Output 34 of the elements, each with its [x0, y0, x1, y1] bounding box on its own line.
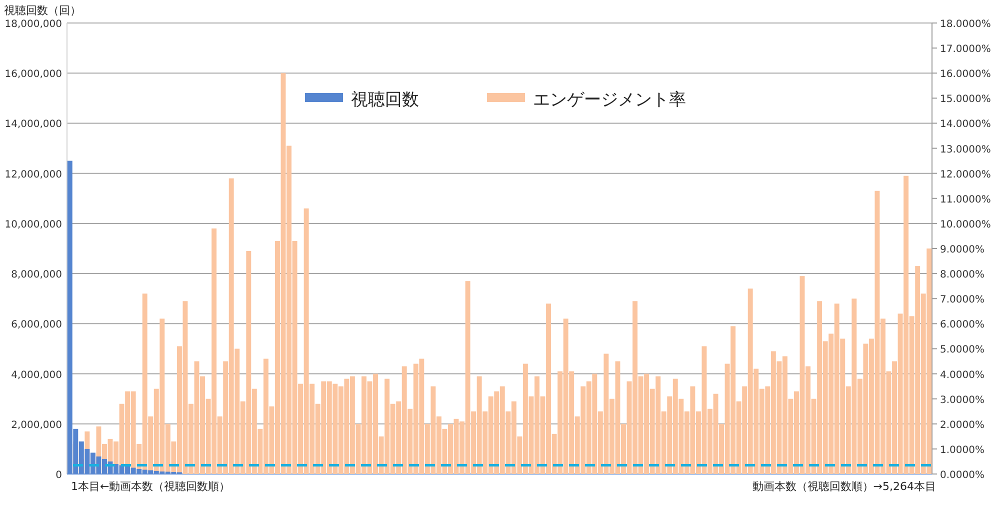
y-tick-label: 16,000,000	[4, 69, 62, 80]
y2-tick-label: 1.0000%	[940, 444, 984, 456]
y2-tick-label: 18.0000%	[940, 19, 991, 30]
y-tick-label: 2,000,000	[11, 420, 62, 431]
y-tick-label: 4,000,000	[11, 370, 62, 381]
y2-tick-label: 9.0000%	[940, 244, 984, 256]
y-tick-label: 10,000,000	[4, 219, 62, 230]
y2-tick-label: 6.0000%	[940, 320, 984, 331]
y-tick-label: 8,000,000	[11, 270, 62, 281]
text: 1本目←動画本数（視聴回数順）	[71, 480, 230, 493]
y2-tick-label: 3.0000%	[940, 394, 984, 406]
y-tick-label: 14,000,000	[4, 119, 62, 130]
y2-tick-label: 8.0000%	[940, 270, 984, 281]
text: 動画本数（視聴回数順）→5,264本目	[752, 480, 936, 493]
y-tick-label: 12,000,000	[4, 169, 62, 180]
y2-tick-label: 4.0000%	[940, 370, 984, 381]
y2-tick-label: 12.0000%	[940, 169, 991, 180]
y2-tick-label: 11.0000%	[940, 194, 991, 206]
y-tick-label: 0	[56, 470, 62, 481]
y2-tick-label: 16.0000%	[940, 69, 991, 80]
legend-label: 視聴回数	[351, 90, 419, 110]
y2-tick-label: 2.0000%	[940, 420, 984, 431]
y2-tick-label: 10.0000%	[940, 219, 991, 230]
y2-tick-label: 15.0000%	[940, 94, 991, 106]
y2-tick-label: 14.0000%	[940, 119, 991, 130]
y-tick-label: 18,000,000	[4, 19, 62, 30]
y2-tick-label: 0.0000%	[940, 470, 984, 481]
y-axis-title: 視聴回数（回）	[4, 4, 81, 17]
y2-tick-label: 5.0000%	[940, 344, 984, 356]
y-tick-label: 6,000,000	[11, 320, 62, 331]
y2-tick-label: 17.0000%	[940, 44, 991, 56]
y2-tick-label: 13.0000%	[940, 144, 991, 156]
legend-label: エンゲージメント率	[533, 90, 686, 110]
y2-tick-label: 7.0000%	[940, 294, 984, 306]
